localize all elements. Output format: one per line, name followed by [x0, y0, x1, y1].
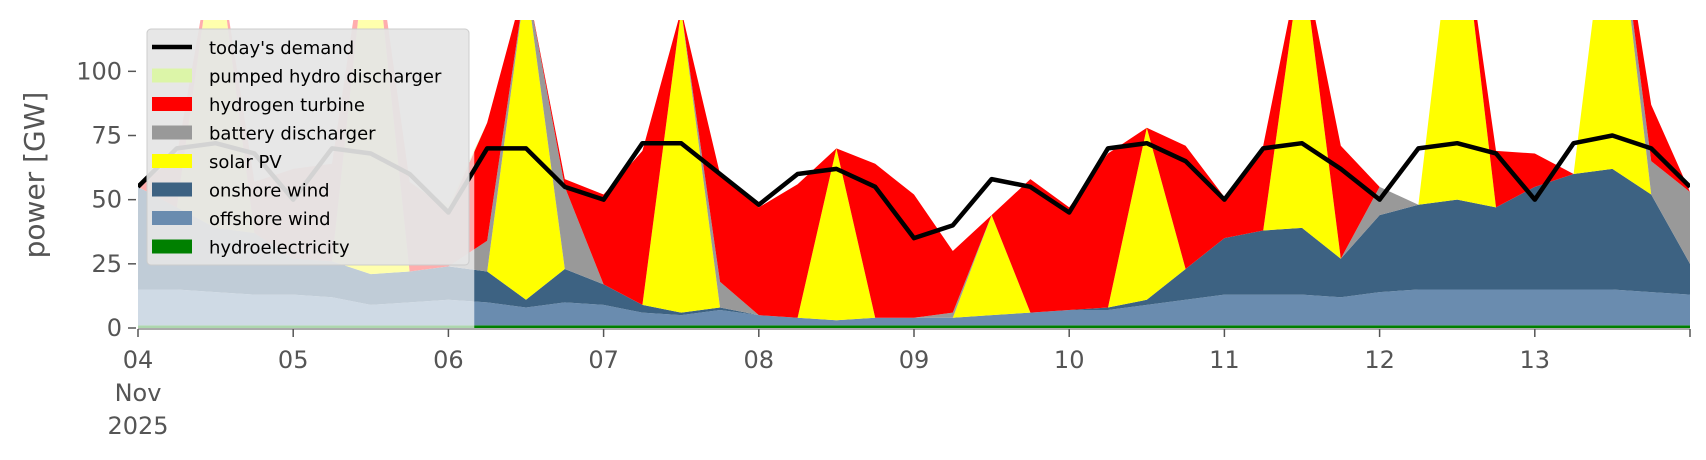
x-tick-label: 13 [1520, 346, 1551, 374]
legend-swatch-hydrogen-turbine [152, 97, 192, 111]
x-tick-label: 04 [123, 346, 154, 374]
legend-swatch-pumped-hydro-discharger [152, 68, 192, 83]
y-axis: 0 25 50 75 100 [76, 57, 136, 342]
legend-label-offshore-wind: offshore wind [209, 209, 331, 230]
legend-swatch-offshore-wind [152, 211, 192, 225]
y-tick-label: 0 [107, 314, 122, 342]
legend-swatch-hydroelectricity [152, 239, 192, 254]
legend-label-today-s-demand: today's demand [209, 38, 354, 59]
x-tick-label: 08 [744, 346, 775, 374]
legend-label-solar-pv: solar PV [209, 152, 282, 173]
area-solar-pv [138, 20, 1690, 321]
x-tick-label: 07 [588, 346, 619, 374]
area-offshore-wind [138, 289, 1690, 326]
legend-box [146, 28, 470, 266]
x-axis: 04 05 06 07 08 09 10 11 12 13 Nov 2025 [107, 328, 1691, 440]
area-series-group [138, 20, 1690, 328]
y-tick-label: 75 [91, 122, 122, 150]
x-tick-label: 12 [1364, 346, 1395, 374]
legend-swatch-solar-pv [152, 154, 192, 168]
legend-label-hydroelectricity: hydroelectricity [209, 238, 350, 259]
x-tick-label: 05 [278, 346, 309, 374]
area-hydroelectricity [138, 325, 1690, 328]
legend-label-battery-discharger: battery discharger [209, 124, 376, 145]
legend-swatch-battery-discharger [152, 125, 192, 140]
y-tick-label: 25 [91, 250, 122, 278]
area-onshore-wind [138, 168, 1690, 321]
y-tick-label: 50 [91, 186, 122, 214]
x-tick-label: 10 [1054, 346, 1085, 374]
x-tick-label: 09 [899, 346, 930, 374]
legend-label-onshore-wind: onshore wind [209, 181, 330, 202]
y-tick-label: 100 [76, 57, 122, 85]
legend-label-pumped-hydro-discharger: pumped hydro discharger [209, 67, 442, 88]
x-tick-label: 06 [433, 346, 464, 374]
legend-label-hydrogen-turbine: hydrogen turbine [209, 95, 365, 116]
x-tick-label: 11 [1209, 346, 1240, 374]
legend-swatch-onshore-wind [152, 182, 192, 197]
x-date-sublabel: 2025 [107, 412, 168, 440]
x-date-sublabel: Nov [115, 379, 162, 407]
y-axis-label: power [GW] [18, 92, 51, 259]
legend: today's demand pumped hydro discharger hyd… [146, 28, 470, 266]
area-hydrogen-turbine [138, 20, 1690, 318]
